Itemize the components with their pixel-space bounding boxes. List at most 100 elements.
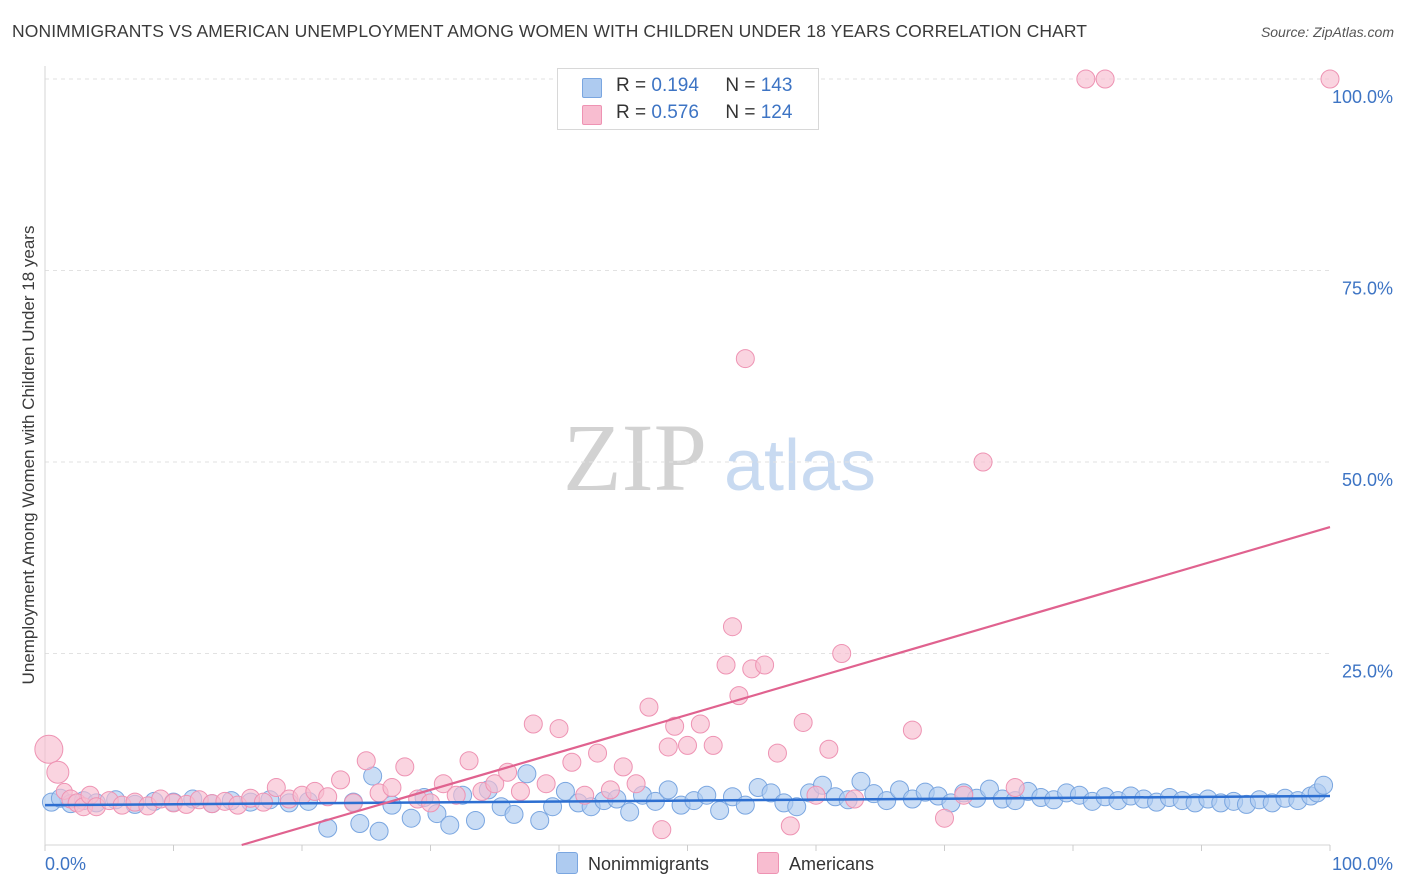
y-tick-label: 50.0%: [1342, 470, 1393, 490]
grid-lines: [45, 78, 1330, 654]
legend-r-value: 0.576: [651, 102, 699, 123]
bottom-legend-americans: Americans: [757, 852, 874, 875]
data-point: [851, 771, 871, 791]
data-point: [678, 735, 697, 755]
tick-labels: 25.0% 50.0% 75.0% 100.0% 0.0% 100.0%: [45, 87, 1393, 874]
data-point: [401, 808, 421, 828]
data-point: [690, 714, 710, 734]
data-point: [395, 757, 415, 777]
data-point: [517, 764, 537, 784]
legend-n-label: N =: [725, 75, 756, 96]
data-point: [46, 760, 70, 784]
data-point: [549, 719, 569, 739]
data-point: [626, 774, 646, 794]
bottom-legend-label: Nonimmigrants: [588, 854, 710, 874]
data-point: [703, 735, 723, 755]
y-tick-label: 75.0%: [1342, 279, 1393, 299]
bottom-legend-swatch-blue: [556, 852, 578, 874]
data-point: [485, 774, 505, 794]
data-point: [1314, 775, 1334, 795]
data-point: [665, 716, 685, 736]
bottom-legend-label: Americans: [789, 854, 875, 874]
data-point: [504, 804, 524, 824]
data-point: [710, 801, 730, 821]
data-point: [973, 452, 993, 472]
data-point: [761, 783, 781, 803]
legend-n-label: N =: [725, 102, 756, 123]
data-point: [1005, 778, 1025, 798]
data-point: [510, 781, 530, 801]
data-point: [253, 792, 273, 812]
data-point: [639, 697, 659, 717]
data-point: [440, 815, 460, 835]
data-point: [1095, 69, 1115, 89]
chart-source: Source: ZipAtlas.com: [1260, 24, 1394, 40]
chart-title: NONIMMIGRANTS VS AMERICAN UNEMPLOYMENT A…: [12, 21, 1088, 41]
data-point: [613, 757, 633, 777]
data-point: [780, 816, 800, 836]
data-point: [459, 751, 479, 771]
data-point: [1320, 69, 1340, 89]
legend-swatch-blue: [582, 78, 602, 98]
watermark-zip: ZIP: [563, 404, 707, 511]
data-point: [318, 787, 338, 807]
data-point: [935, 808, 954, 828]
watermark-atlas: atlas: [724, 426, 876, 506]
data-point: [832, 644, 852, 663]
data-point: [620, 802, 640, 822]
x-tick-label: 0.0%: [45, 854, 86, 874]
legend-r-label: R =: [616, 102, 647, 123]
data-point: [446, 785, 466, 805]
data-point: [369, 821, 389, 841]
data-point: [806, 785, 826, 805]
data-point: [350, 814, 370, 834]
data-point: [523, 714, 543, 734]
data-point: [658, 737, 678, 757]
trend-lines: [44, 526, 1331, 847]
data-point: [793, 712, 813, 732]
data-point: [382, 778, 402, 798]
data-point: [588, 743, 608, 763]
legend-r-label: R =: [616, 75, 647, 96]
data-point: [767, 743, 787, 763]
data-point: [331, 770, 351, 790]
data-point: [735, 349, 755, 369]
legend: R = 0.194 N = 143 R = 0.576 N = 124: [557, 68, 819, 130]
y-tick-label: 25.0%: [1342, 662, 1393, 682]
data-point: [722, 617, 742, 637]
data-point: [600, 780, 620, 800]
data-point: [575, 785, 595, 805]
data-point: [465, 810, 485, 830]
legend-r-value: 0.194: [651, 75, 699, 96]
trend-line-americans: [241, 526, 1331, 847]
data-point: [562, 752, 582, 772]
data-point: [877, 791, 897, 811]
watermark: ZIP atlas: [563, 404, 876, 511]
trend-line-nonimmigrants: [44, 794, 1331, 807]
data-point: [954, 785, 974, 805]
y-tick-label: 100.0%: [1332, 87, 1393, 107]
legend-swatch-pink: [582, 105, 602, 125]
data-point: [266, 778, 286, 798]
data-point: [755, 655, 775, 675]
data-point: [34, 734, 64, 764]
axes: [44, 66, 1331, 851]
data-point: [530, 810, 550, 830]
data-point: [652, 820, 672, 840]
data-point: [787, 797, 807, 817]
data-point: [716, 655, 736, 675]
bottom-legend-nonimmigrants: Nonimmigrants: [556, 852, 709, 875]
legend-n-value: 124: [760, 102, 793, 123]
y-axis-label: Unemployment Among Women with Children U…: [19, 225, 38, 685]
data-point: [819, 739, 839, 759]
data-point: [356, 751, 376, 771]
data-point: [658, 780, 678, 800]
data-point: [536, 774, 556, 794]
x-tick-label: 100.0%: [1332, 854, 1393, 874]
bottom-legend-swatch-pink: [757, 852, 779, 874]
legend-n-value: 143: [760, 75, 793, 96]
data-point: [902, 720, 922, 740]
series-americans: [34, 69, 1340, 840]
data-point: [1076, 69, 1096, 89]
